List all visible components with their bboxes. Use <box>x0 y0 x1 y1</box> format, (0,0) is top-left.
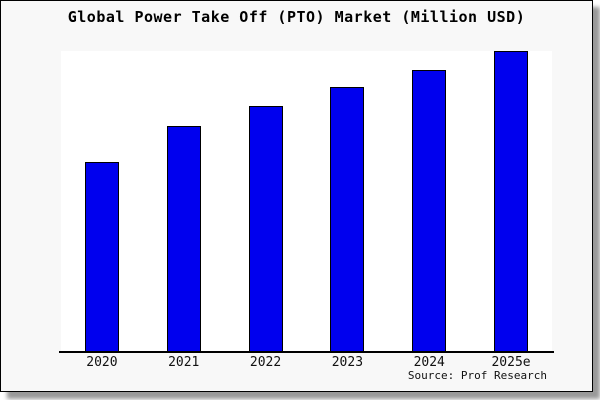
bar-2025e <box>494 50 529 351</box>
bar-slot-2023 <box>306 51 388 351</box>
x-tick-label-2020: 2020 <box>86 355 118 370</box>
bar-2022 <box>248 106 283 351</box>
bar-slot-2025e <box>470 50 552 351</box>
bar-2024 <box>412 70 447 351</box>
bar-slot-2020 <box>61 51 143 351</box>
bar-slot-2022 <box>225 51 307 351</box>
chart-frame: Global Power Take Off (PTO) Market (Mill… <box>0 0 593 392</box>
x-axis-tick-labels: 2020 2021 2022 2023 2024 2025e <box>61 355 552 370</box>
x-tick-label-2025e: 2025e <box>491 355 531 370</box>
chart-title: Global Power Take Off (PTO) Market (Mill… <box>67 8 526 26</box>
x-tick-label-2023: 2023 <box>331 355 364 370</box>
source-note: Source: Prof Research <box>407 369 547 382</box>
bars-container <box>61 50 552 351</box>
bar-slot-2021 <box>143 51 225 351</box>
x-tick-label-2021: 2021 <box>168 355 200 370</box>
x-tick-label-2022: 2022 <box>249 355 282 370</box>
bar-2020 <box>84 162 119 351</box>
plot-area <box>61 50 552 351</box>
bar-2023 <box>330 87 365 351</box>
bar-slot-2024 <box>388 51 470 351</box>
bar-2021 <box>166 125 201 351</box>
x-tick-label-2024: 2024 <box>413 355 445 370</box>
x-axis-line <box>59 351 554 353</box>
